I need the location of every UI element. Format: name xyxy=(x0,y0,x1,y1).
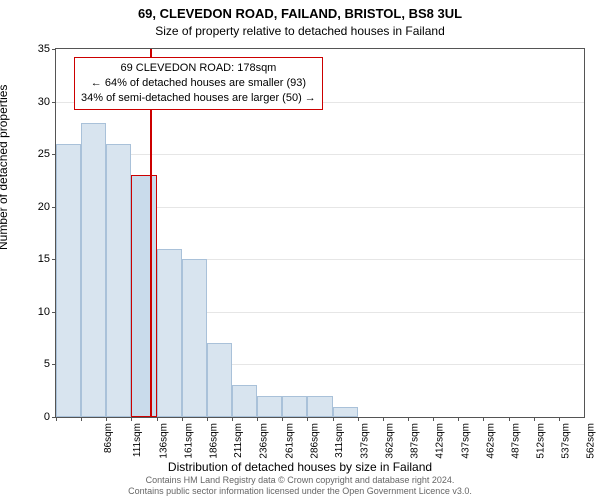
info-box: 69 CLEVEDON ROAD: 178sqm ← 64% of detach… xyxy=(74,57,323,110)
xtick-label: 437sqm xyxy=(460,423,471,459)
xtick-mark xyxy=(106,417,107,421)
xtick-mark xyxy=(232,417,233,421)
xtick-label: 186sqm xyxy=(209,423,220,459)
chart-title-main: 69, CLEVEDON ROAD, FAILAND, BRISTOL, BS8… xyxy=(0,6,600,21)
xtick-mark xyxy=(458,417,459,421)
xtick-mark xyxy=(307,417,308,421)
ytick-label: 15 xyxy=(38,253,50,265)
xtick-mark xyxy=(433,417,434,421)
xtick-mark xyxy=(559,417,560,421)
ytick-label: 0 xyxy=(44,411,50,423)
info-line-2: ← 64% of detached houses are smaller (93… xyxy=(81,76,316,91)
xtick-label: 562sqm xyxy=(586,423,597,459)
y-axis-label: Number of detached properties xyxy=(0,85,10,250)
histogram-bar xyxy=(106,144,131,417)
histogram-bar xyxy=(232,385,257,417)
histogram-bar xyxy=(182,259,207,417)
histogram-bar xyxy=(131,175,156,417)
chart-container: 69, CLEVEDON ROAD, FAILAND, BRISTOL, BS8… xyxy=(0,0,600,500)
xtick-label: 337sqm xyxy=(360,423,371,459)
xtick-mark xyxy=(383,417,384,421)
xtick-mark xyxy=(257,417,258,421)
xtick-label: 487sqm xyxy=(510,423,521,459)
xtick-label: 512sqm xyxy=(536,423,547,459)
histogram-bar xyxy=(333,407,358,418)
xtick-label: 261sqm xyxy=(284,423,295,459)
ytick-label: 10 xyxy=(38,306,50,318)
xtick-label: 462sqm xyxy=(485,423,496,459)
info-line-1: 69 CLEVEDON ROAD: 178sqm xyxy=(81,61,316,76)
xtick-label: 111sqm xyxy=(132,423,143,457)
xtick-mark xyxy=(207,417,208,421)
xtick-mark xyxy=(534,417,535,421)
ytick-label: 35 xyxy=(38,43,50,55)
xtick-label: 136sqm xyxy=(158,423,169,459)
xtick-mark xyxy=(408,417,409,421)
xtick-mark xyxy=(509,417,510,421)
xtick-label: 311sqm xyxy=(334,423,345,458)
ytick-label: 30 xyxy=(38,96,50,108)
xtick-mark xyxy=(56,417,57,421)
xtick-mark xyxy=(131,417,132,421)
footer-attribution: Contains HM Land Registry data © Crown c… xyxy=(0,475,600,497)
histogram-bar xyxy=(257,396,282,417)
histogram-bar xyxy=(56,144,81,417)
xtick-label: 387sqm xyxy=(410,423,421,459)
ytick-label: 20 xyxy=(38,201,50,213)
ytick-mark xyxy=(52,102,56,103)
xtick-mark xyxy=(182,417,183,421)
xtick-label: 537sqm xyxy=(561,423,572,459)
xtick-mark xyxy=(282,417,283,421)
xtick-mark xyxy=(358,417,359,421)
xtick-mark xyxy=(81,417,82,421)
xtick-label: 211sqm xyxy=(233,423,244,458)
xtick-mark xyxy=(157,417,158,421)
histogram-bar xyxy=(282,396,307,417)
chart-title-sub: Size of property relative to detached ho… xyxy=(0,24,600,38)
xtick-label: 412sqm xyxy=(435,423,446,459)
ytick-label: 25 xyxy=(38,148,50,160)
histogram-bar xyxy=(307,396,332,417)
plot-area: 0510152025303586sqm111sqm136sqm161sqm186… xyxy=(55,48,585,418)
xtick-label: 236sqm xyxy=(259,423,270,459)
xtick-label: 161sqm xyxy=(184,423,195,459)
x-axis-label: Distribution of detached houses by size … xyxy=(0,460,600,474)
ytick-mark xyxy=(52,49,56,50)
xtick-mark xyxy=(483,417,484,421)
xtick-label: 362sqm xyxy=(385,423,396,459)
ytick-label: 5 xyxy=(44,358,50,370)
histogram-bar xyxy=(157,249,182,417)
xtick-label: 286sqm xyxy=(309,423,320,459)
histogram-bar xyxy=(207,343,232,417)
xtick-label: 86sqm xyxy=(103,423,114,453)
footer-line-2: Contains public sector information licen… xyxy=(0,486,600,497)
footer-line-1: Contains HM Land Registry data © Crown c… xyxy=(0,475,600,486)
gridline xyxy=(56,154,584,155)
xtick-mark xyxy=(333,417,334,421)
histogram-bar xyxy=(81,123,106,417)
info-line-3: 34% of semi-detached houses are larger (… xyxy=(81,91,316,106)
